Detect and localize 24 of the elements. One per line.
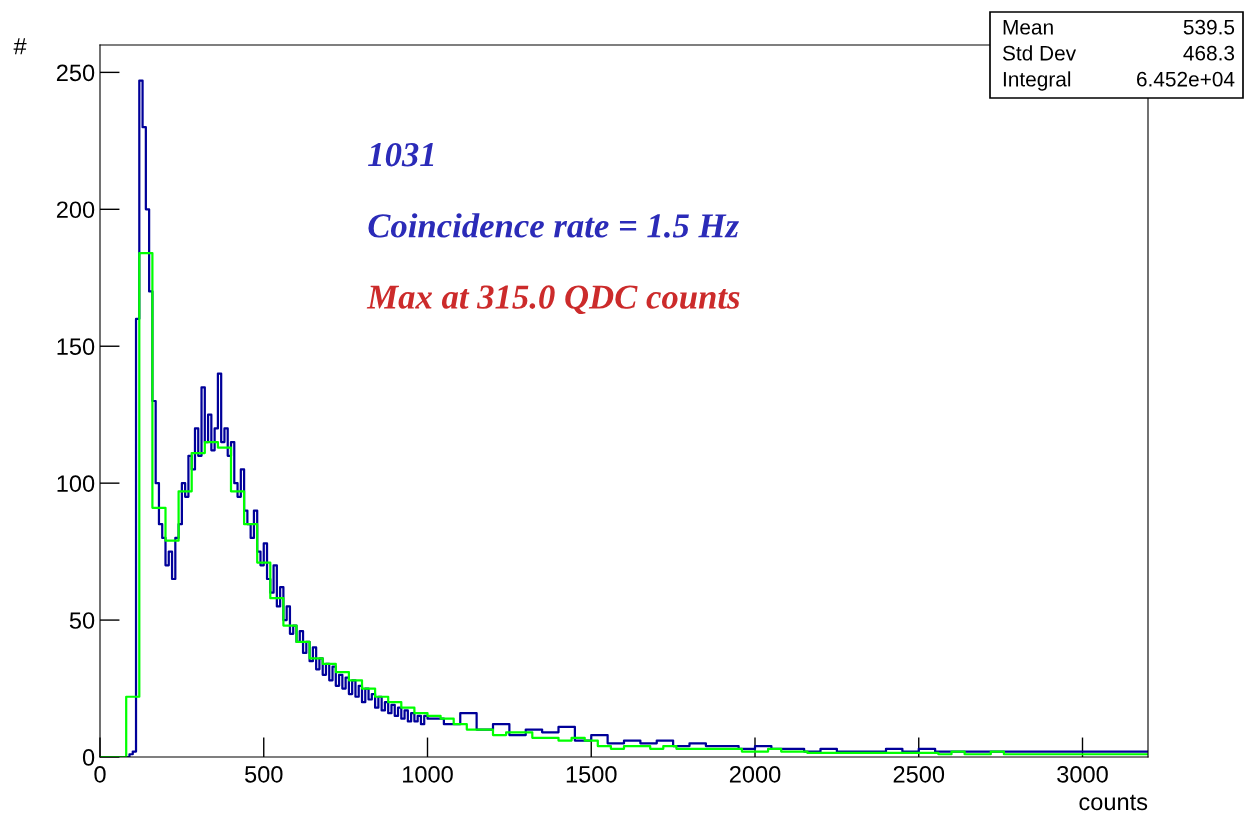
text: 539.5 [1183, 19, 1235, 35]
x-tick-label: 2000 [729, 765, 781, 783]
y-tick-label: 50 [69, 612, 95, 629]
y-tick-label: 0 [82, 749, 95, 766]
text: 468.3 [1183, 45, 1235, 61]
annotation: Max at 315.0 QDC counts [366, 285, 740, 315]
annotation: Integral [1003, 71, 1071, 91]
text: Mean [1003, 20, 1053, 35]
x-axis-title: counts [1079, 794, 1148, 811]
x-tick-label: 2500 [893, 765, 945, 783]
annotation: 6.452e+04 [1137, 71, 1235, 87]
y-tick-label: 150 [57, 338, 95, 356]
annotation: 1031 [368, 142, 434, 167]
annotation: Std Dev [1002, 45, 1077, 61]
annotation: Coincidence rate = 1.5 Hz [368, 213, 739, 238]
x-tick-label: 0 [94, 765, 106, 783]
x-tick-label: 3000 [1057, 765, 1108, 783]
x-tick-label: 500 [245, 765, 283, 783]
x-tick-label: 1500 [566, 765, 617, 783]
x-tick-label: 1000 [403, 765, 453, 783]
y-tick-label: 100 [57, 475, 95, 492]
y-tick-label: 200 [56, 201, 95, 219]
y-axis-title: # [13, 38, 27, 55]
y-tick-label: 250 [56, 64, 95, 82]
